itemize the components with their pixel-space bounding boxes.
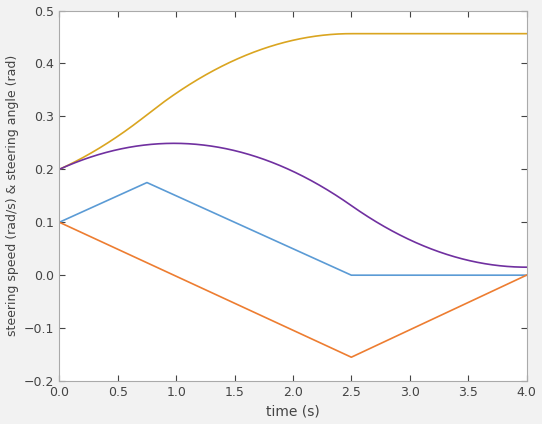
X-axis label: time (s): time (s) [266,404,320,418]
Y-axis label: steering speed (rad/s) & steering angle (rad): steering speed (rad/s) & steering angle … [5,55,18,336]
